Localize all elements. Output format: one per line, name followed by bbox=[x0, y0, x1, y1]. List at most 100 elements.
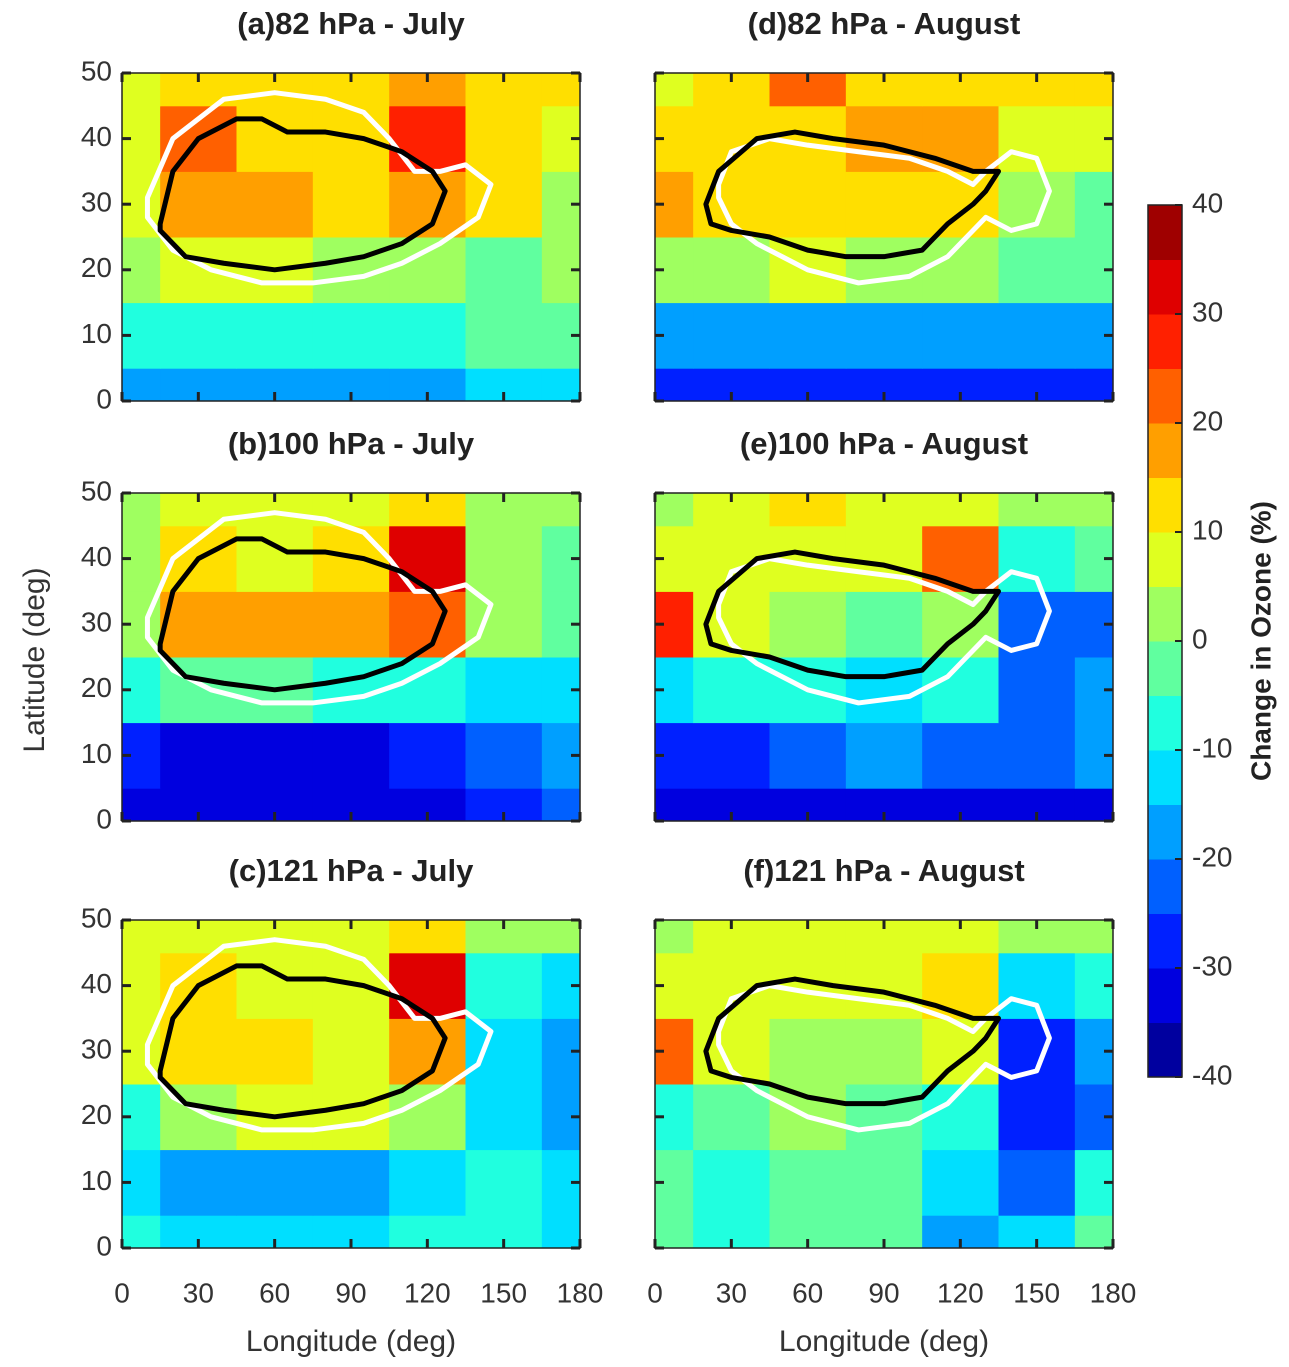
anticyclone-contour bbox=[157, 963, 448, 1120]
panel bbox=[655, 73, 1113, 401]
anticyclone-contour bbox=[144, 510, 494, 706]
heat-cell bbox=[541, 788, 580, 821]
x-axis-label: Longitude (deg) bbox=[779, 1325, 989, 1358]
heat-cell bbox=[845, 952, 923, 1019]
panel bbox=[122, 920, 580, 1248]
colorbar-level bbox=[1148, 259, 1182, 315]
heat-cell bbox=[465, 302, 543, 369]
heat-cell bbox=[845, 525, 923, 592]
anticyclone-contour bbox=[716, 136, 1052, 286]
heat-cell bbox=[465, 171, 543, 238]
heat-cell bbox=[655, 73, 694, 107]
heat-cell bbox=[845, 1149, 923, 1216]
colorbar-level bbox=[1148, 205, 1182, 260]
panel-title: (a)82 hPa - July bbox=[237, 6, 465, 41]
heat-cell bbox=[541, 493, 580, 527]
heat-cell bbox=[465, 105, 543, 172]
heat-cell bbox=[122, 73, 161, 107]
panel bbox=[122, 73, 580, 401]
heat-cell bbox=[922, 952, 999, 1019]
y-tick-label: 30 bbox=[81, 607, 112, 638]
heat-cell bbox=[922, 722, 999, 789]
heat-cell bbox=[389, 1149, 466, 1216]
heat-cell bbox=[312, 171, 390, 238]
heat-cell bbox=[998, 1084, 1076, 1151]
heat-cell bbox=[769, 302, 847, 369]
x-axis-label: Longitude (deg) bbox=[246, 1325, 456, 1358]
x-tick-label: 60 bbox=[792, 1277, 823, 1308]
anticyclone-contour bbox=[157, 116, 448, 273]
heat-cell bbox=[922, 105, 999, 172]
heat-cell bbox=[845, 105, 923, 172]
y-tick-label: 20 bbox=[81, 672, 112, 703]
heat-cell bbox=[236, 1018, 314, 1085]
heat-cell bbox=[236, 722, 314, 789]
heat-cell bbox=[160, 1149, 237, 1216]
heat-cell bbox=[160, 591, 237, 658]
colorbar-tick-label: 10 bbox=[1192, 514, 1223, 545]
heat-cell bbox=[693, 1084, 770, 1151]
heat-cell bbox=[312, 722, 390, 789]
heat-cell bbox=[845, 302, 923, 369]
heat-cell bbox=[769, 1149, 847, 1216]
colorbar-tick-label: 40 bbox=[1192, 187, 1223, 218]
x-tick-label: 90 bbox=[335, 1277, 366, 1308]
x-tick-label: 180 bbox=[1090, 1277, 1137, 1308]
x-tick-label: 30 bbox=[183, 1277, 214, 1308]
panel-title: (e)100 hPa - August bbox=[740, 426, 1028, 461]
colorbar-level bbox=[1148, 695, 1182, 751]
heat-cell bbox=[236, 302, 314, 369]
y-tick-label: 40 bbox=[81, 968, 112, 999]
y-axis-label: Latitude (deg) bbox=[18, 567, 51, 752]
x-tick-label: 0 bbox=[114, 1277, 130, 1308]
heat-cell bbox=[160, 722, 237, 789]
anticyclone-contour bbox=[144, 90, 494, 286]
y-tick-label: 0 bbox=[96, 383, 112, 414]
x-tick-label: 150 bbox=[480, 1277, 527, 1308]
y-tick-label: 50 bbox=[81, 902, 112, 933]
heat-cell bbox=[122, 920, 161, 954]
heat-cell bbox=[998, 1149, 1076, 1216]
colorbar-tick-label: -20 bbox=[1192, 841, 1232, 872]
heat-cell bbox=[465, 525, 543, 592]
x-tick-label: 180 bbox=[557, 1277, 604, 1308]
y-tick-label: 50 bbox=[81, 475, 112, 506]
heat-cell bbox=[922, 1084, 999, 1151]
heat-cell bbox=[122, 1215, 161, 1248]
y-tick-label: 0 bbox=[96, 803, 112, 834]
heat-cell bbox=[160, 302, 237, 369]
y-tick-label: 40 bbox=[81, 121, 112, 152]
y-tick-label: 0 bbox=[96, 1230, 112, 1261]
heat-cell bbox=[922, 591, 999, 658]
colorbar-tick-label: -40 bbox=[1192, 1059, 1232, 1090]
anticyclone-contour bbox=[703, 976, 1001, 1107]
x-tick-label: 120 bbox=[937, 1277, 984, 1308]
colorbar-level bbox=[1148, 913, 1182, 969]
heat-cell bbox=[541, 1215, 580, 1248]
heat-cell bbox=[845, 591, 923, 658]
heat-cell bbox=[122, 788, 161, 821]
heat-cell bbox=[389, 1084, 466, 1151]
heat-cell bbox=[312, 302, 390, 369]
heat-cell bbox=[845, 657, 923, 724]
colorbar-level bbox=[1148, 641, 1182, 696]
heat-cell bbox=[922, 302, 999, 369]
heat-cell bbox=[236, 1149, 314, 1216]
heat-cell bbox=[998, 237, 1076, 304]
heat-cell bbox=[236, 591, 314, 658]
anticyclone-contour bbox=[157, 536, 448, 693]
heat-cell bbox=[769, 722, 847, 789]
heat-cell bbox=[845, 237, 923, 304]
heat-cell bbox=[1074, 73, 1113, 107]
heat-cell bbox=[845, 1018, 923, 1085]
heat-cell bbox=[541, 920, 580, 954]
heat-cell bbox=[655, 788, 694, 821]
heat-cell bbox=[1074, 1215, 1113, 1248]
x-tick-label: 60 bbox=[259, 1277, 290, 1308]
y-tick-label: 30 bbox=[81, 187, 112, 218]
y-tick-label: 20 bbox=[81, 1099, 112, 1130]
heat-cell bbox=[693, 237, 770, 304]
heat-cell bbox=[465, 657, 543, 724]
heat-cell bbox=[998, 591, 1076, 658]
